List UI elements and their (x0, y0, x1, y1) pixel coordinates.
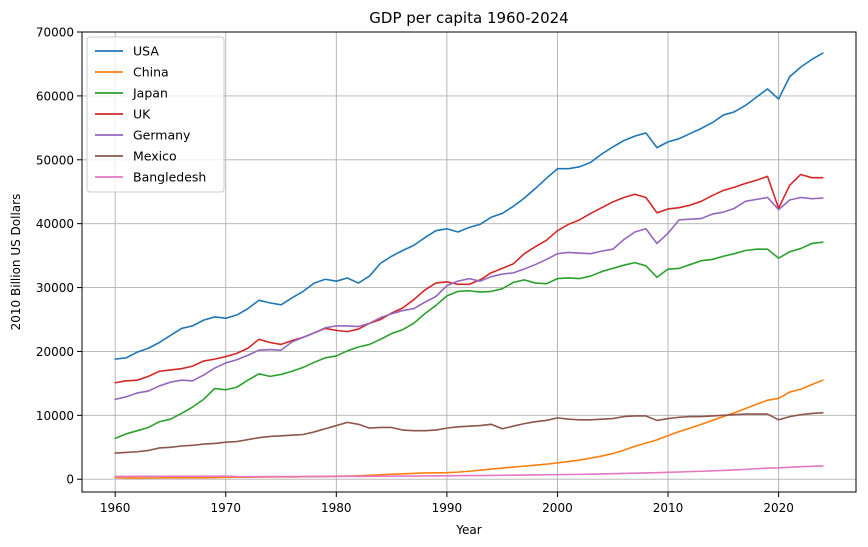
legend-box (86, 36, 225, 193)
y-axis-label: 2010 Billion US Dollars (9, 194, 23, 331)
y-tick-label: 40000 (36, 217, 74, 231)
y-tick-label: 50000 (36, 153, 74, 167)
x-tick-label: 2010 (653, 501, 684, 515)
x-tick-label: 1980 (321, 501, 352, 515)
series-line-bangledesh (114, 465, 824, 478)
series-line-germany (114, 196, 824, 401)
y-tick-label: 70000 (36, 26, 74, 40)
series-lines (114, 52, 824, 479)
legend-label-china: China (133, 65, 169, 80)
legend-label-uk: UK (133, 107, 151, 122)
legend: USA China Japan UK Germany Mexico Bangledesh (86, 36, 225, 193)
legend-label-japan: Japan (132, 86, 168, 101)
y-tick-label: 10000 (36, 409, 74, 423)
series-line-uk (114, 173, 824, 384)
axis-ticks: 1960 1970 1980 1990 2000 2010 2020 0 10000 20000 3… (36, 26, 794, 516)
series-line-japan (114, 241, 824, 440)
x-tick-label: 1990 (432, 501, 463, 515)
y-tick-label: 0 (66, 473, 74, 487)
series-line-china (114, 379, 824, 479)
y-tick-label: 60000 (36, 89, 74, 103)
x-tick-label: 2000 (542, 501, 573, 515)
x-tick-label: 1960 (100, 501, 131, 515)
legend-label-usa: USA (133, 44, 159, 59)
legend-label-germany: Germany (133, 128, 191, 143)
x-tick-label: 1970 (210, 501, 241, 515)
series-line-mexico (114, 411, 824, 454)
x-axis-label: Year (455, 523, 481, 537)
chart-title: GDP per capita 1960-2024 (369, 9, 568, 27)
x-tick-label: 2020 (763, 501, 794, 515)
legend-label-bangledesh: Bangledesh (133, 170, 206, 185)
y-tick-label: 30000 (36, 281, 74, 295)
y-tick-label: 20000 (36, 345, 74, 359)
legend-label-mexico: Mexico (133, 149, 177, 164)
plot-frame (81, 31, 857, 493)
series-line-usa (114, 52, 824, 360)
